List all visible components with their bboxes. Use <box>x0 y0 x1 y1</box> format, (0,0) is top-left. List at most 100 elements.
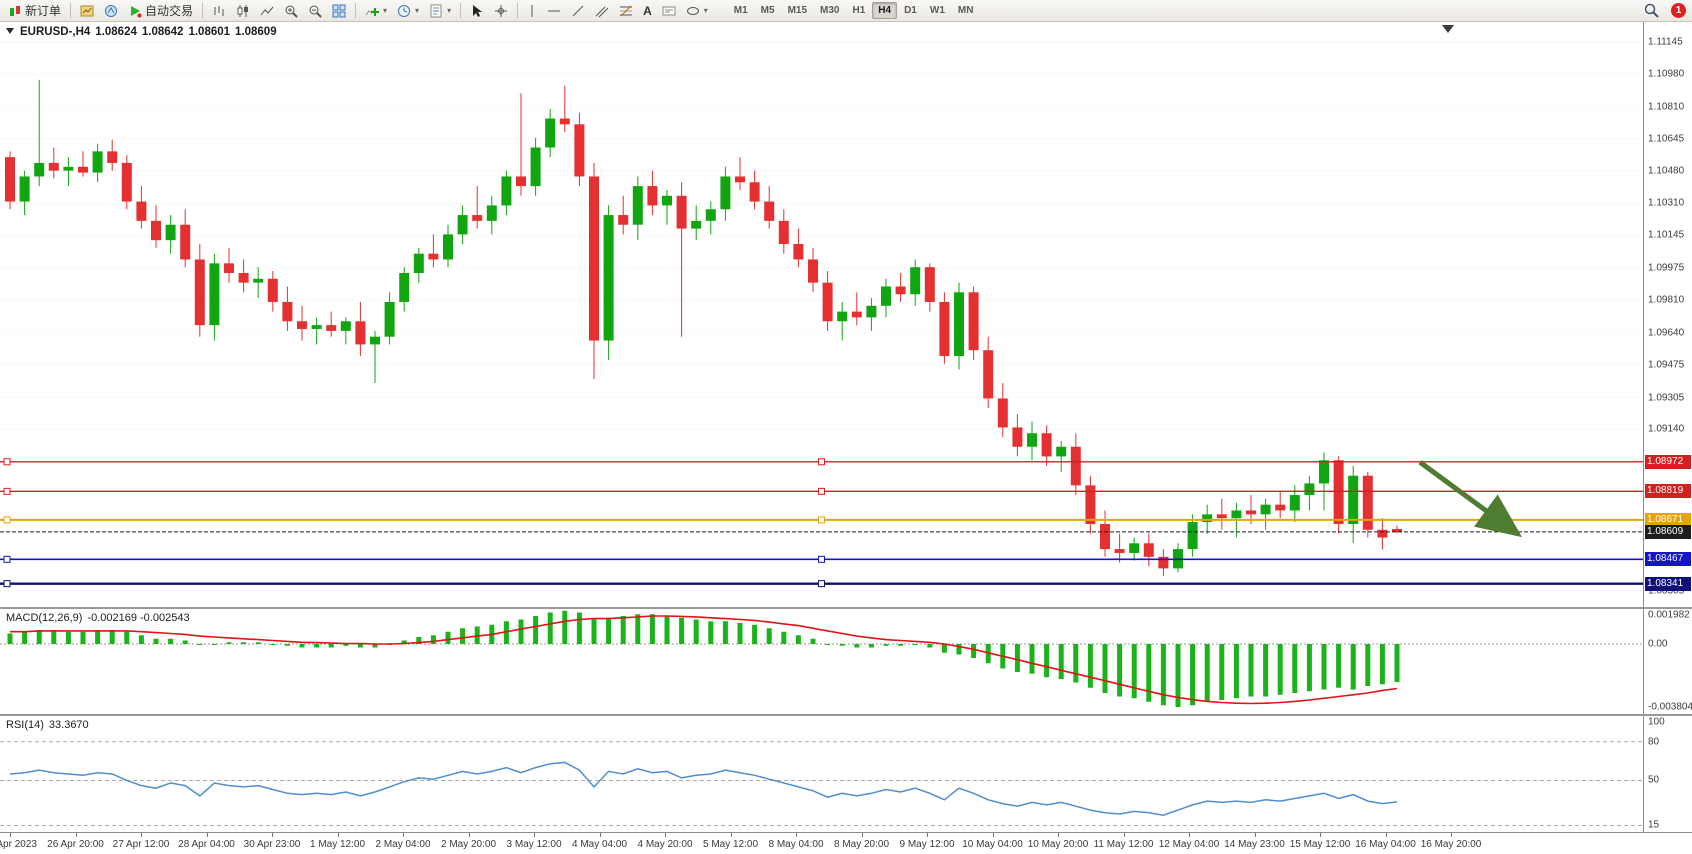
rsi-panel-canvas[interactable] <box>0 716 1643 832</box>
price-axis-label: 1.10980 <box>1648 68 1685 80</box>
main-chart-canvas[interactable] <box>0 22 1643 607</box>
time-axis-label: 4 May 04:00 <box>571 839 628 850</box>
price-axis-label: 1.10480 <box>1648 165 1685 177</box>
text-tool-icon: A <box>643 3 652 18</box>
main-price-axis[interactable]: 1.11145 1.10980 1.10810 1.10645 1.10480 1.103… <box>1643 22 1692 607</box>
time-tick <box>992 833 994 837</box>
template-icon <box>429 4 443 18</box>
text-tool-button[interactable]: A <box>639 1 656 21</box>
timeframe-m30[interactable]: M30 <box>820 5 840 16</box>
price-line-badge: 1.08972 <box>1645 454 1691 469</box>
search-button[interactable] <box>1640 1 1663 21</box>
price-line-badge: 1.08671 <box>1645 512 1691 527</box>
timeframe-h1[interactable]: H1 <box>852 5 866 16</box>
price-axis-label: 1.09640 <box>1648 327 1685 339</box>
timeframe-mn[interactable]: MN <box>957 5 974 16</box>
price-line-badge: 1.08819 <box>1645 484 1691 499</box>
label-tool-button[interactable] <box>658 1 680 21</box>
toolbar-separator <box>355 3 357 18</box>
price-axis-label: 1.10645 <box>1648 133 1685 145</box>
price-line-badge: 1.08467 <box>1645 552 1691 567</box>
price-line-badge: 1.08341 <box>1645 576 1691 591</box>
chart-shift-marker-icon <box>1442 25 1454 33</box>
crosshair-tool-button[interactable] <box>490 1 512 21</box>
panel-divider[interactable] <box>0 607 1692 609</box>
macd-values: -0.002169 -0.002543 <box>87 612 190 624</box>
time-tick <box>665 833 666 837</box>
autotrade-play-icon <box>128 4 142 18</box>
channel-icon <box>595 4 609 18</box>
macd-panel-canvas[interactable] <box>0 609 1643 714</box>
time-axis-label: 26 Apr 2023 <box>0 839 37 850</box>
time-axis-label: 16 May 04:00 <box>1355 839 1416 850</box>
notification-badge[interactable]: 1 <box>1671 3 1686 18</box>
tile-windows-icon <box>332 4 346 18</box>
bar-chart-mode-button[interactable] <box>208 1 230 21</box>
fibonacci-tool-button[interactable] <box>615 1 637 21</box>
timeframe-h4[interactable]: H4 <box>872 2 898 19</box>
chart-menu-arrow-icon[interactable] <box>6 26 15 38</box>
clock-icon <box>397 4 411 18</box>
timeframe-m5[interactable]: M5 <box>760 5 775 16</box>
indicators-icon <box>365 4 380 18</box>
timeframe-w1[interactable]: W1 <box>929 5 945 16</box>
price-axis-label: 1.11145 <box>1648 36 1683 48</box>
horizontal-line-icon <box>547 4 561 18</box>
time-tick <box>75 833 77 837</box>
price-axis-label: 1.09305 <box>1648 392 1685 404</box>
cursor-tool-button[interactable] <box>466 1 488 21</box>
zoom-in-button[interactable] <box>280 1 302 21</box>
autotrade-button[interactable]: 自动交易 <box>124 1 197 21</box>
time-tick <box>796 833 797 837</box>
horizontal-line-tool-button[interactable] <box>543 1 565 21</box>
time-tick <box>861 833 863 837</box>
line-chart-mode-button[interactable] <box>256 1 278 21</box>
new-order-button[interactable]: 新订单 <box>4 1 65 21</box>
time-axis-label: 9 May 12:00 <box>899 839 955 850</box>
rsi-label: RSI(14) 33.3670 <box>6 719 89 731</box>
time-axis[interactable]: 26 Apr 2023 26 Apr 20:00 27 Apr 12:00 28 Ap… <box>0 832 1692 854</box>
shapes-tool-button[interactable]: ▾ <box>682 1 712 21</box>
time-tick <box>1058 833 1059 837</box>
chevron-down-icon: ▾ <box>703 6 708 15</box>
panel-divider[interactable] <box>0 714 1692 716</box>
time-tick <box>927 833 928 837</box>
rsi-axis[interactable]: 100 80 50 15 <box>1643 716 1692 832</box>
vertical-line-tool-button[interactable] <box>523 1 541 21</box>
macd-axis[interactable]: 0.001982 0.00 -0.003804 <box>1643 609 1692 714</box>
periods-button[interactable]: ▾ <box>393 1 423 21</box>
time-axis-label: 28 Apr 04:00 <box>178 839 235 850</box>
macd-axis-label: 0.00 <box>1648 638 1668 650</box>
profiles-button[interactable] <box>76 1 98 21</box>
timeframe-d1[interactable]: D1 <box>904 5 917 16</box>
toolbar-separator <box>202 3 204 18</box>
rsi-name: RSI(14) <box>6 719 44 731</box>
templates-button[interactable]: ▾ <box>425 1 455 21</box>
time-tick <box>10 833 11 837</box>
time-axis-label: 12 May 04:00 <box>1158 839 1220 850</box>
market-watch-icon <box>104 4 118 18</box>
time-axis-label: 11 May 12:00 <box>1093 839 1154 850</box>
time-axis-label: 16 May 20:00 <box>1420 839 1482 850</box>
zoom-out-button[interactable] <box>304 1 326 21</box>
market-watch-button[interactable] <box>100 1 122 21</box>
price-axis-label: 1.09140 <box>1648 423 1685 435</box>
price-axis-label: 1.09975 <box>1648 262 1685 274</box>
price-axis-label: 1.10145 <box>1648 229 1685 241</box>
indicators-button[interactable]: ▾ <box>361 1 391 21</box>
candle-chart-mode-button[interactable] <box>232 1 254 21</box>
time-tick <box>1320 833 1321 837</box>
macd-axis-label: -0.003804 <box>1648 701 1692 713</box>
time-axis-label: 8 May 20:00 <box>833 839 890 850</box>
shapes-icon <box>686 4 700 18</box>
annotation-arrow <box>1418 460 1523 538</box>
timeframe-m15[interactable]: M15 <box>787 5 808 16</box>
macd-axis-label: 0.001982 <box>1648 609 1690 621</box>
ohlc-open: 1.08624 <box>95 26 137 38</box>
time-axis-label: 5 May 12:00 <box>702 839 759 850</box>
channel-tool-button[interactable] <box>591 1 613 21</box>
line-chart-icon <box>260 4 274 18</box>
tile-windows-button[interactable] <box>328 1 350 21</box>
trendline-tool-button[interactable] <box>567 1 589 21</box>
timeframe-m1[interactable]: M1 <box>733 5 748 16</box>
